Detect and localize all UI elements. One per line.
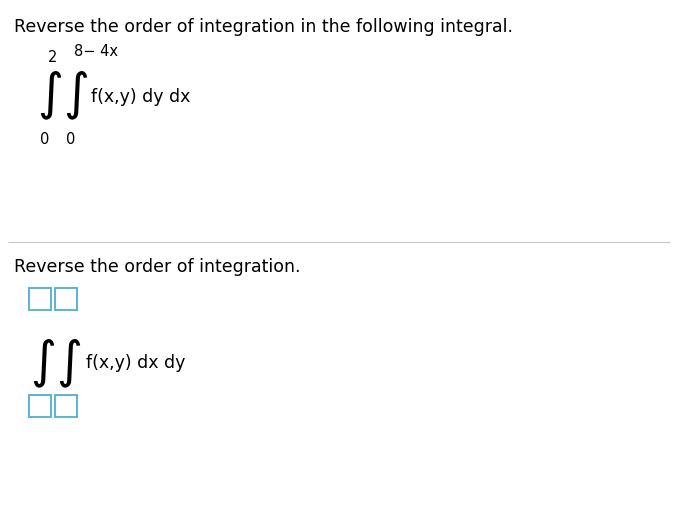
Text: 2: 2 xyxy=(48,50,58,65)
Bar xyxy=(29,288,51,310)
Text: ∫: ∫ xyxy=(30,339,56,388)
Text: ∫: ∫ xyxy=(63,70,89,119)
Text: f(x,y) dy dx: f(x,y) dy dx xyxy=(91,88,191,106)
Text: ∫: ∫ xyxy=(37,70,63,119)
Text: ∫: ∫ xyxy=(56,339,82,388)
Bar xyxy=(29,395,51,417)
Text: Reverse the order of integration in the following integral.: Reverse the order of integration in the … xyxy=(14,18,513,36)
Text: 0: 0 xyxy=(40,132,49,147)
Text: 0: 0 xyxy=(66,132,75,147)
Text: 8− 4x: 8− 4x xyxy=(74,44,118,59)
Bar xyxy=(55,288,77,310)
Text: Reverse the order of integration.: Reverse the order of integration. xyxy=(14,258,300,276)
Bar xyxy=(55,395,77,417)
Text: f(x,y) dx dy: f(x,y) dx dy xyxy=(86,354,185,372)
